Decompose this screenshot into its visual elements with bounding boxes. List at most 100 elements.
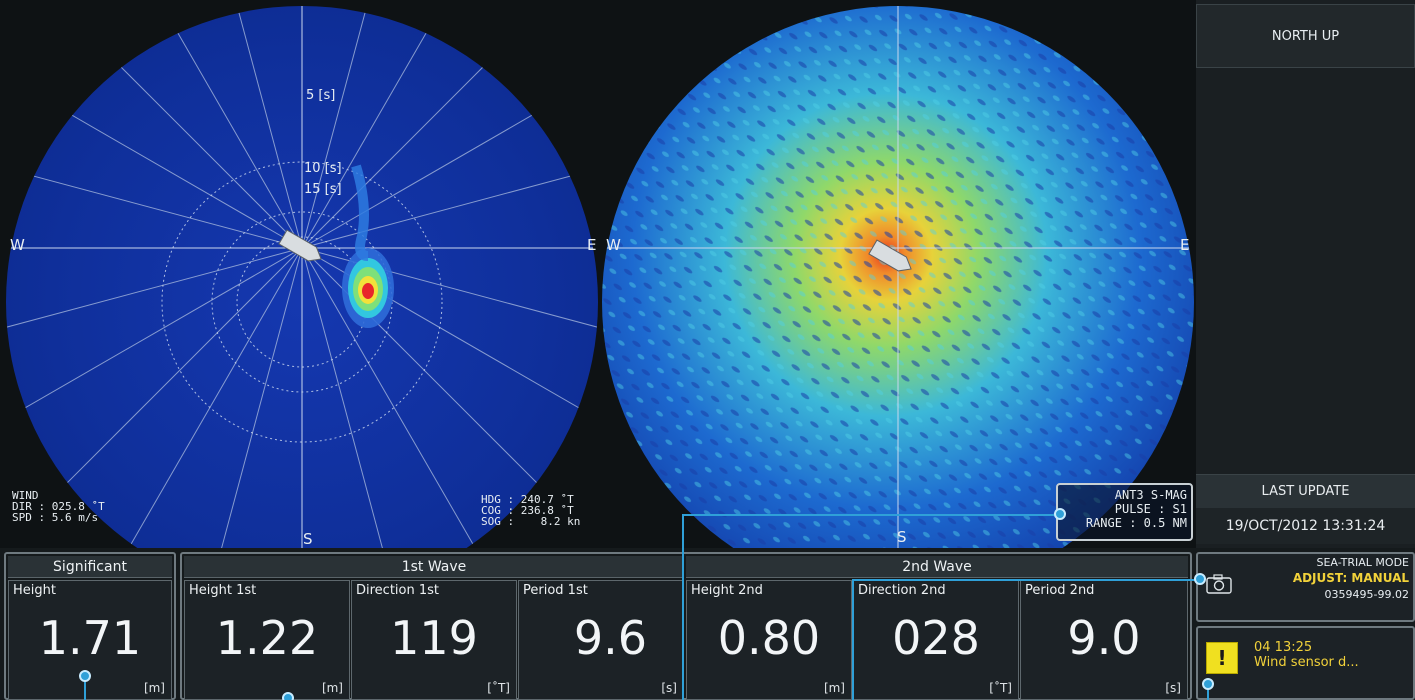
side-panel xyxy=(1196,0,1415,548)
wind-speed: SPD : 5.6 m/s xyxy=(12,511,99,524)
alert-text: Wind sensor d... xyxy=(1254,655,1359,670)
spectrum-peak xyxy=(342,164,394,328)
spoke-line xyxy=(6,247,303,328)
wind-direction: DIR : 025.8 ˚T xyxy=(12,500,105,513)
significant-height-cell: Height 1.71 [m] xyxy=(8,580,172,700)
wave-spectrum-plot: 5 [s] 10 [s] 15 [s] xyxy=(6,6,598,598)
left-compass-south: S xyxy=(303,530,313,548)
cog-value: COG : 236.8 ˚T xyxy=(481,504,574,517)
spoke-line xyxy=(301,76,598,249)
direction-1st-value: 119 xyxy=(390,611,478,665)
spoke-line xyxy=(161,6,303,249)
callout-dot-antenna xyxy=(1054,508,1066,520)
radar-grid xyxy=(602,6,1194,598)
height-1st-unit: [m] xyxy=(321,681,343,695)
callout-dot-mode xyxy=(1194,573,1206,585)
wind-readout: WIND DIR : 025.8 ˚T SPD : 5.6 m/s xyxy=(12,490,105,523)
height-1st-cell: Height 1st 1.22 [m] xyxy=(184,580,350,700)
period-2nd-unit: [s] xyxy=(1165,681,1181,695)
height-2nd-label: Height 2nd xyxy=(691,583,763,598)
antenna-info-box: ANT3 S-MAG PULSE : S1 RANGE : 0.5 NM xyxy=(1056,483,1193,541)
height-2nd-unit: [m] xyxy=(823,681,845,695)
left-compass-east: E xyxy=(587,236,597,254)
spectrum-grid xyxy=(6,6,598,598)
range-value: RANGE : 0.5 NM xyxy=(1085,516,1187,530)
spoke-line xyxy=(301,247,483,561)
spoke-line xyxy=(47,247,303,503)
wind-title: WIND xyxy=(12,489,39,502)
height-1st-label: Height 1st xyxy=(189,583,257,598)
spoke-line xyxy=(6,168,303,249)
spoke-line xyxy=(208,247,303,596)
height-2nd-value: 0.80 xyxy=(717,611,821,665)
left-compass-west: W xyxy=(10,236,25,254)
period-1st-cell: Period 1st 9.6 [s] xyxy=(518,580,684,700)
north-up-button[interactable]: NORTH UP xyxy=(1196,4,1415,68)
alert-box[interactable]: ! 04 13:25 Wind sensor d... xyxy=(1196,626,1415,700)
spoke-line xyxy=(301,6,368,249)
spoke-line xyxy=(6,247,303,420)
height-1st-value: 1.22 xyxy=(215,611,319,665)
callout-dot-alert xyxy=(1202,678,1214,690)
significant-height-unit: [m] xyxy=(143,681,165,695)
direction-1st-cell: Direction 1st 119 [˚T] xyxy=(351,580,517,700)
nav-readout: HDG : 240.7 ˚T COG : 236.8 ˚T SOG : 8.2 … xyxy=(481,494,580,527)
height-2nd-cell: Height 2nd 0.80 [m] xyxy=(686,580,852,700)
callout-dot-waves xyxy=(282,692,294,700)
callout-line-antenna xyxy=(682,514,1062,516)
warning-icon: ! xyxy=(1206,642,1238,674)
callout-line-alert xyxy=(1207,684,1209,700)
spoke-line xyxy=(59,6,303,249)
significant-height-label: Height xyxy=(13,583,56,598)
period-2nd-label: Period 2nd xyxy=(1025,583,1095,598)
ring-label-15s: 15 [s] xyxy=(304,182,342,197)
spoke-line xyxy=(236,6,303,249)
sea-trial-mode-box[interactable]: SEA-TRIAL MODE ADJUST: MANUAL 0359495-99… xyxy=(1196,552,1415,622)
direction-2nd-value: 028 xyxy=(892,611,980,665)
first-wave-title: 1st Wave xyxy=(184,556,684,578)
right-compass-south: S xyxy=(897,528,907,546)
ring-label-10s: 10 [s] xyxy=(304,161,342,176)
direction-2nd-label: Direction 2nd xyxy=(858,583,946,598)
spoke-line xyxy=(301,247,396,596)
sog-value: SOG : 8.2 kn xyxy=(481,515,581,528)
callout-line-mode-v xyxy=(852,579,854,700)
period-1st-label: Period 1st xyxy=(523,583,588,598)
period-2nd-cell: Period 2nd 9.0 [s] xyxy=(1020,580,1188,700)
spoke-line xyxy=(121,247,303,561)
ring-label-5s: 5 [s] xyxy=(306,88,336,103)
period-1st-unit: [s] xyxy=(661,681,677,695)
last-update-label: LAST UPDATE xyxy=(1196,474,1415,508)
antenna-name: ANT3 S-MAG xyxy=(1114,488,1187,502)
significant-height-value: 1.71 xyxy=(38,611,142,665)
callout-dot-significant xyxy=(79,670,91,682)
period-1st-value: 9.6 xyxy=(573,611,647,665)
camera-icon[interactable] xyxy=(1206,574,1232,594)
right-compass-east: E xyxy=(1180,236,1190,254)
alert-time: 04 13:25 xyxy=(1254,640,1313,655)
last-update-value: 19/OCT/2012 13:31:24 xyxy=(1196,508,1415,544)
period-2nd-value: 9.0 xyxy=(1067,611,1141,665)
direction-2nd-unit: [˚T] xyxy=(989,681,1012,695)
mode-adjust: ADJUST: MANUAL xyxy=(1292,571,1409,585)
spoke-line xyxy=(301,6,443,249)
direction-1st-unit: [˚T] xyxy=(487,681,510,695)
ship-icon xyxy=(278,229,322,262)
mode-title: SEA-TRIAL MODE xyxy=(1316,556,1409,569)
callout-line-significant xyxy=(84,680,86,700)
pulse-value: PULSE : S1 xyxy=(1114,502,1187,516)
heading-value: HDG : 240.7 ˚T xyxy=(481,493,574,506)
direction-1st-label: Direction 1st xyxy=(356,583,440,598)
spoke-line xyxy=(301,6,545,249)
callout-line-mode xyxy=(852,579,1200,581)
right-compass-west: W xyxy=(606,236,621,254)
radar-ship-icon xyxy=(868,239,912,272)
second-wave-title: 2nd Wave xyxy=(686,556,1188,578)
spoke-line xyxy=(6,76,303,249)
significant-title: Significant xyxy=(8,556,172,578)
mode-id: 0359495-99.02 xyxy=(1324,588,1409,601)
callout-line-antenna-v xyxy=(682,514,684,700)
spoke-line xyxy=(301,247,557,503)
spoke-line xyxy=(301,168,598,249)
direction-2nd-cell: Direction 2nd 028 [˚T] xyxy=(853,580,1019,700)
